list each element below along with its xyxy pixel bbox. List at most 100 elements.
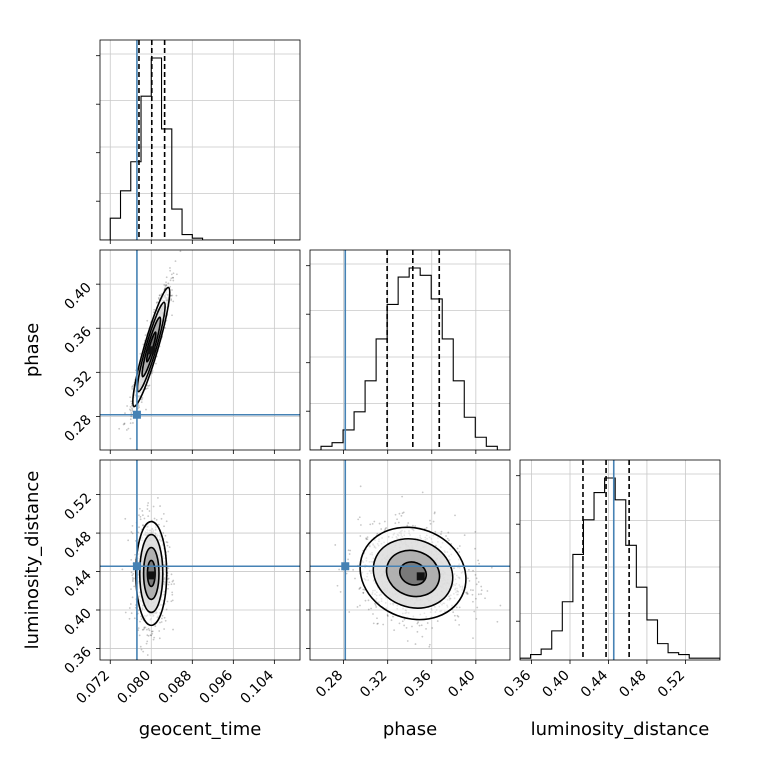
sample-point — [374, 602, 376, 605]
sample-point — [171, 593, 174, 596]
sample-point — [139, 620, 141, 623]
sample-point — [152, 638, 155, 641]
sample-point — [167, 567, 170, 570]
sample-point — [129, 396, 132, 399]
sample-point — [170, 299, 172, 302]
sample-point — [445, 535, 447, 537]
sample-point — [139, 518, 142, 521]
sample-point — [123, 423, 126, 425]
sample-point — [141, 514, 144, 517]
sample-point — [440, 533, 442, 536]
sample-point — [392, 615, 394, 618]
sample-point — [146, 640, 149, 643]
sample-point — [474, 547, 476, 550]
sample-point — [142, 343, 145, 346]
sample-point — [165, 284, 167, 286]
sample-point — [339, 591, 342, 593]
sample-point — [148, 510, 151, 512]
sample-point — [142, 524, 144, 526]
sample-point — [477, 581, 480, 583]
sample-point — [155, 362, 157, 365]
sample-point — [158, 294, 161, 297]
sample-point — [406, 640, 409, 642]
sample-point — [359, 485, 362, 488]
sample-point — [474, 573, 477, 576]
sample-point — [131, 407, 133, 410]
sample-point — [456, 547, 459, 550]
sample-point — [362, 588, 365, 591]
sample-point — [127, 427, 130, 430]
sample-point — [130, 404, 133, 407]
sample-point — [347, 558, 349, 561]
sample-point — [170, 273, 173, 276]
sample-point — [142, 628, 145, 631]
sample-point — [166, 541, 169, 544]
sample-point — [160, 621, 163, 623]
sample-point — [169, 285, 172, 288]
sample-point — [145, 408, 147, 411]
sample-point — [167, 583, 170, 586]
sample-point — [345, 572, 348, 575]
truth-marker — [132, 410, 141, 419]
sample-point — [416, 630, 419, 633]
sample-point — [374, 604, 377, 606]
sample-point — [375, 606, 378, 608]
sample-point — [151, 632, 154, 635]
sample-point — [466, 591, 469, 594]
sample-point — [122, 423, 125, 426]
sample-point — [428, 643, 431, 646]
sample-point — [476, 606, 479, 609]
sample-point — [147, 502, 150, 504]
sample-point — [165, 281, 167, 284]
sample-point — [486, 590, 489, 592]
sample-point — [167, 577, 170, 580]
sample-point — [171, 276, 174, 279]
sample-point — [370, 607, 372, 610]
scatter-panel-geocent_time-luminosity_distance — [100, 460, 300, 660]
sample-point — [418, 624, 421, 627]
sample-point — [417, 621, 420, 624]
sample-point — [127, 539, 130, 542]
sample-point — [129, 603, 132, 605]
sample-point — [142, 524, 145, 527]
sample-point — [168, 546, 171, 549]
sample-point — [393, 629, 396, 632]
sample-point — [142, 650, 145, 653]
sample-point — [153, 636, 156, 639]
sample-point — [356, 606, 359, 608]
sample-point — [152, 311, 155, 314]
sample-point — [396, 518, 398, 521]
sample-point — [137, 609, 140, 612]
sample-point — [125, 429, 128, 431]
histogram-phase — [310, 250, 510, 450]
sample-point — [124, 412, 126, 415]
sample-point — [432, 520, 435, 523]
sample-point — [165, 608, 168, 611]
sample-point — [414, 643, 417, 645]
sample-point — [167, 550, 170, 553]
sample-point — [477, 559, 480, 562]
sample-point — [151, 630, 154, 633]
sample-point — [146, 634, 149, 637]
sample-point — [155, 518, 158, 521]
sample-point — [164, 534, 167, 537]
sample-point — [425, 526, 428, 529]
sample-point — [452, 611, 455, 614]
sample-point — [334, 544, 337, 546]
sample-point — [477, 593, 480, 596]
sample-point — [140, 648, 143, 651]
sample-point — [425, 627, 427, 630]
sample-point — [131, 387, 134, 390]
sample-point — [165, 520, 168, 523]
sample-point — [359, 604, 361, 607]
sample-point — [144, 626, 147, 629]
sample-point — [475, 617, 478, 620]
sample-point — [133, 577, 135, 580]
sample-point — [144, 334, 147, 337]
sample-point — [129, 405, 132, 408]
sample-point — [141, 510, 144, 512]
sample-point — [131, 596, 134, 599]
sample-point — [458, 623, 461, 626]
sample-point — [376, 622, 379, 625]
